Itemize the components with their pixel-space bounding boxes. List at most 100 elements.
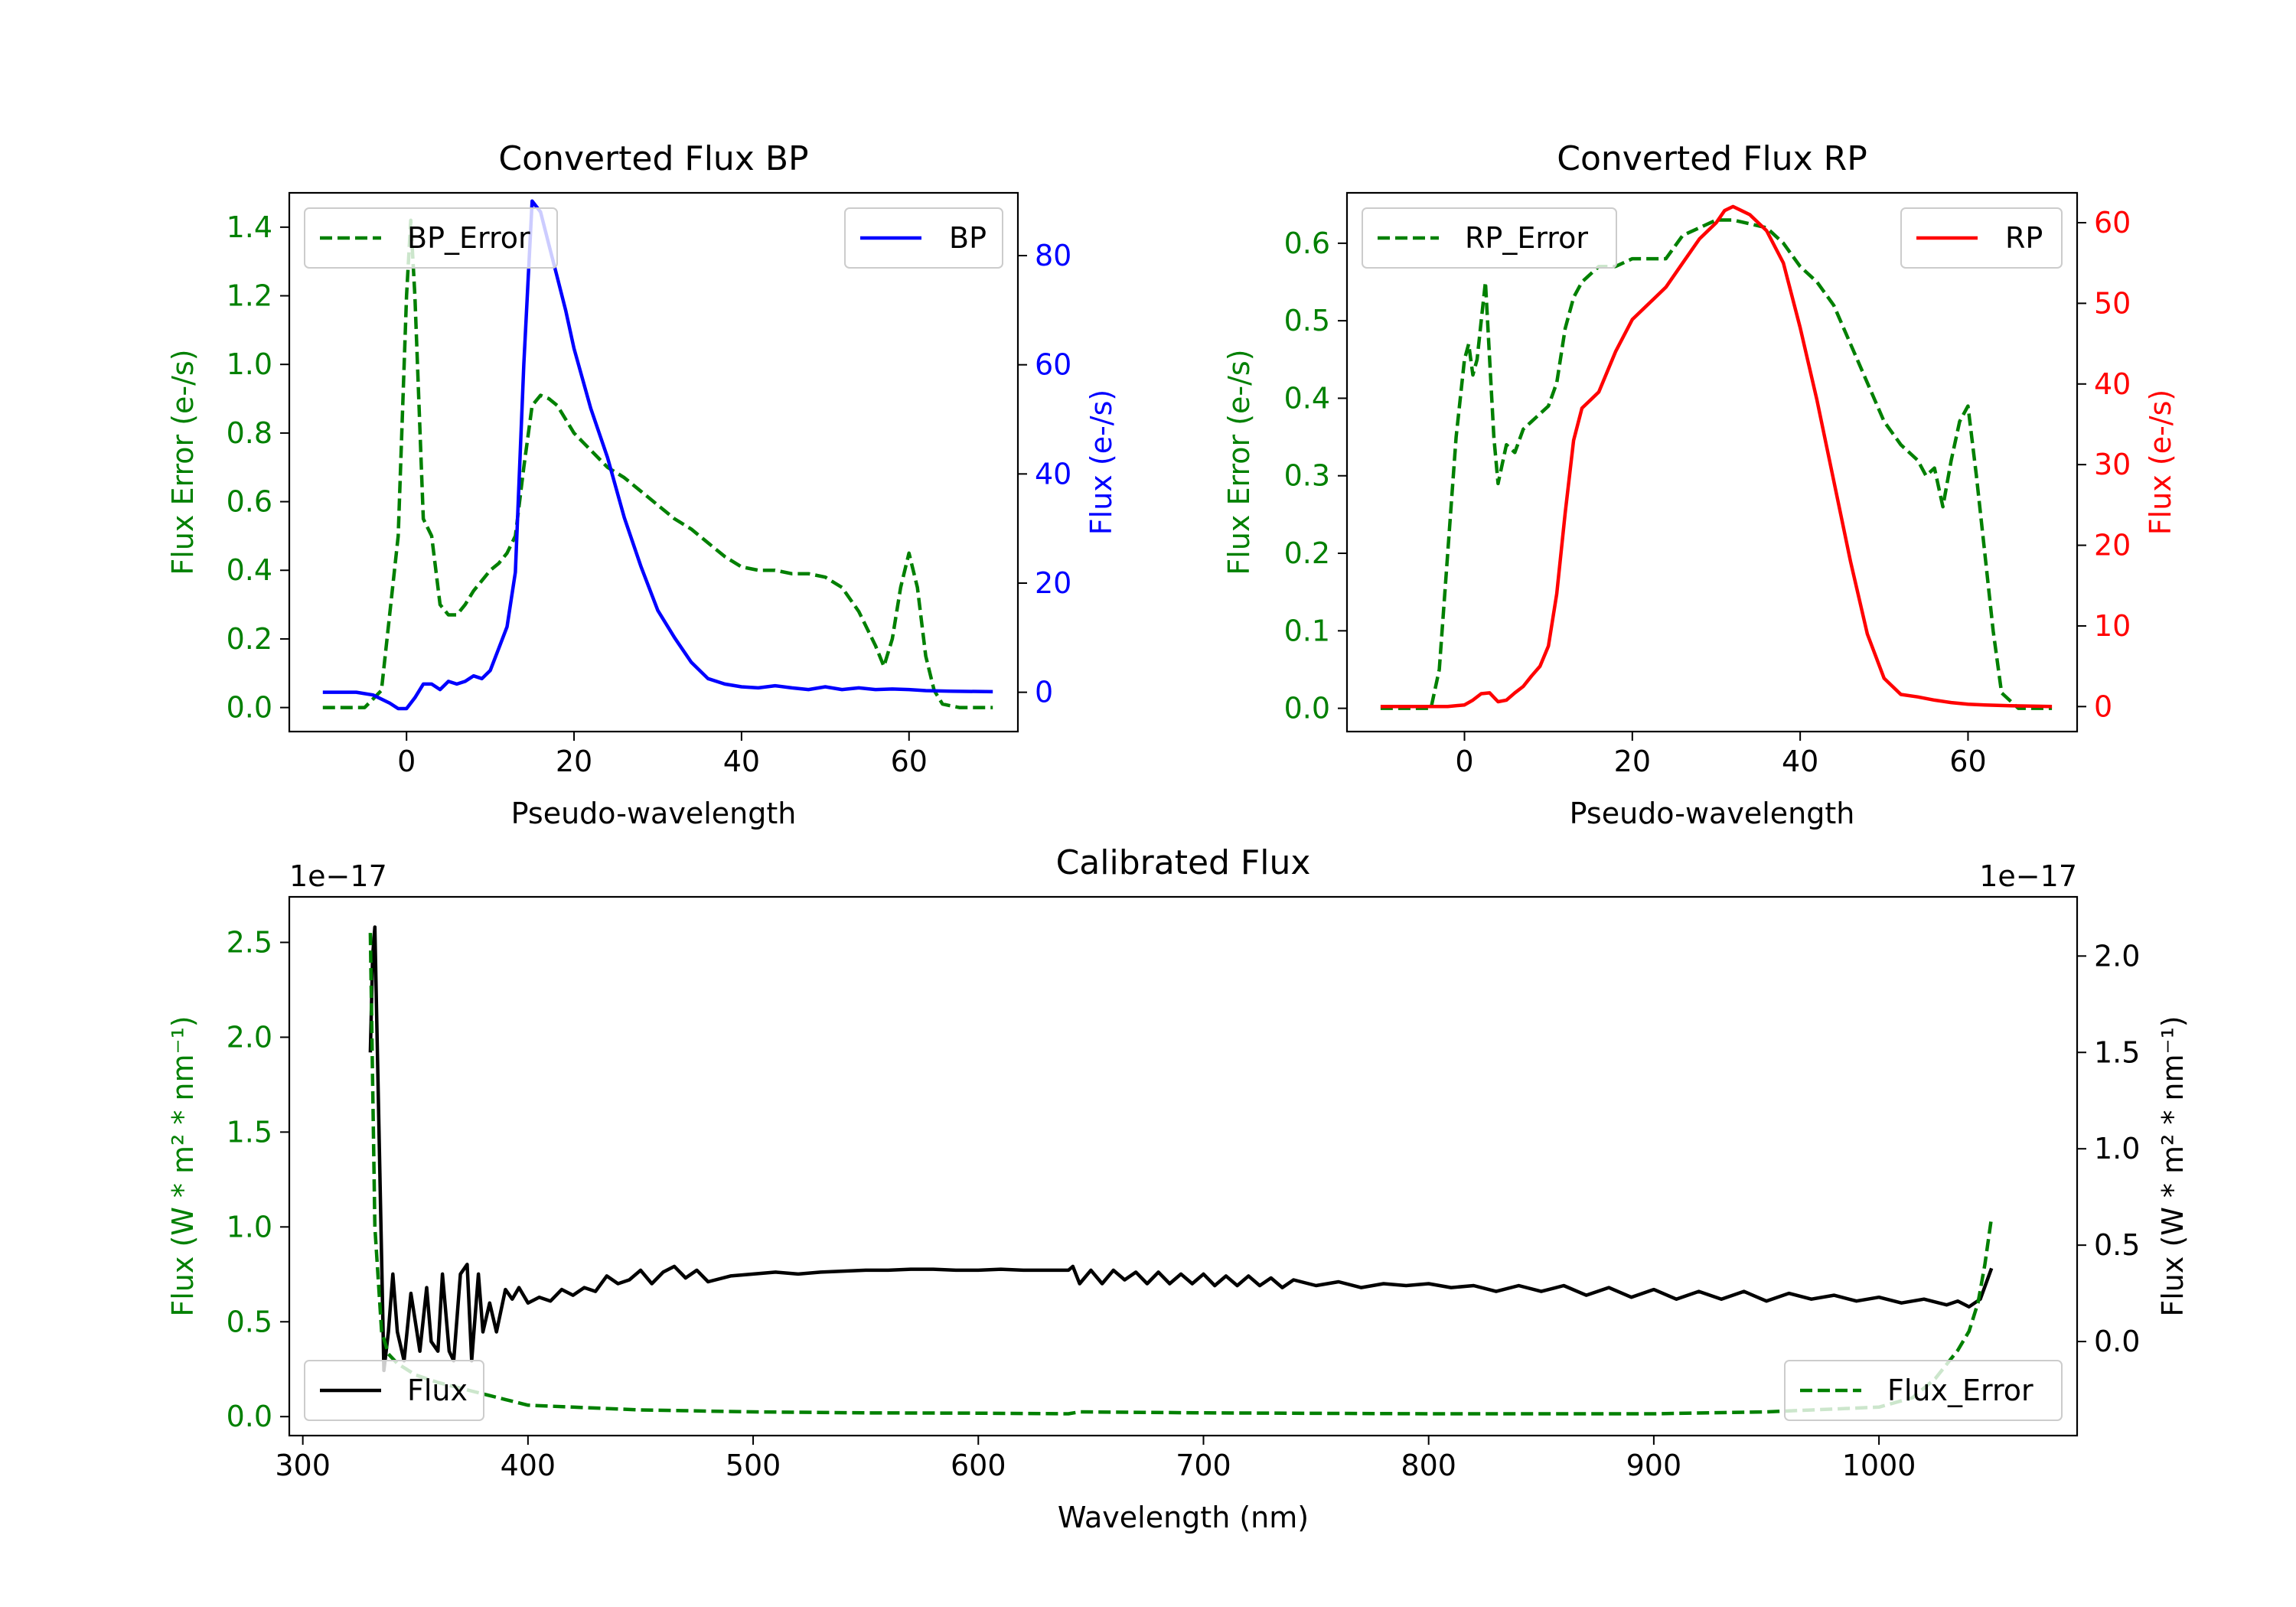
bp-legend-label: BP — [949, 221, 987, 255]
calibrated-left-y-tick-label: 2.5 — [227, 925, 272, 959]
calibrated-left-y-label: Flux (W * m² * nm⁻¹) — [166, 1015, 200, 1316]
rp-error-legend-label: RP_Error — [1465, 221, 1588, 255]
bp-left-y-tick-label: 0.2 — [227, 622, 272, 656]
bp-x-tick-label: 20 — [556, 745, 592, 778]
rp-x-tick-label: 60 — [1949, 745, 1986, 778]
calibrated-x-tick-label: 700 — [1176, 1449, 1231, 1482]
flux-legend[interactable]: Flux — [304, 1360, 484, 1421]
calibrated-x-tick-label: 1000 — [1842, 1449, 1916, 1482]
rp-legend[interactable]: RP — [1900, 207, 2063, 269]
bp-x-label: Pseudo-wavelength — [511, 797, 797, 830]
rp-left-y-tick-label: 0.0 — [1284, 692, 1330, 725]
rp-x-ticks: 0 20 40 60 — [1455, 732, 1987, 778]
bp-left-y-tick-label: 1.4 — [227, 210, 272, 244]
rp-series-rp-error — [1380, 218, 2053, 710]
bp-left-y-tick-label: 0.6 — [227, 485, 272, 519]
rp-error-legend[interactable]: RP_Error — [1362, 207, 1617, 269]
bp-series-bp-error — [322, 218, 993, 709]
rp-right-y-tick-label: 60 — [2094, 206, 2131, 240]
rp-x-tick-label: 0 — [1455, 745, 1473, 778]
bp-series-bp — [322, 199, 993, 711]
calibrated-x-tick-label: 400 — [501, 1449, 556, 1482]
rp-right-y-tick-label: 40 — [2094, 367, 2131, 401]
bp-right-y-ticks: 0 20 40 60 80 — [1018, 239, 1071, 709]
bp-plot-lines — [322, 199, 993, 711]
calibrated-x-tick-label: 800 — [1401, 1449, 1456, 1482]
rp-title: Converted Flux RP — [1557, 139, 1867, 178]
bp-left-y-tick-label: 1.0 — [227, 347, 272, 381]
bp-right-y-tick-label: 0 — [1035, 676, 1053, 709]
bp-left-y-tick-label: 0.8 — [227, 416, 272, 450]
calibrated-panel: Calibrated Flux Wavelength (nm) Flux (W … — [166, 843, 2190, 1534]
bp-left-y-tick-label: 0.4 — [227, 553, 272, 587]
rp-plot-frame — [1345, 191, 2079, 733]
rp-right-y-tick-label: 0 — [2094, 689, 2112, 723]
calibrated-right-y-tick-label: 1.5 — [2094, 1035, 2140, 1069]
rp-right-y-ticks: 0 10 20 30 40 50 60 — [2077, 206, 2131, 723]
rp-plot-lines — [1380, 204, 2053, 710]
calibrated-x-label: Wavelength (nm) — [1058, 1501, 1309, 1534]
bp-panel: Converted Flux BP Pseudo-wavelength Flux… — [166, 139, 1118, 830]
rp-x-tick-label: 40 — [1782, 745, 1818, 778]
calibrated-right-y-tick-label: 1.0 — [2094, 1132, 2140, 1165]
rp-x-label: Pseudo-wavelength — [1570, 797, 1855, 830]
rp-right-y-label: Flux (e-/s) — [2144, 390, 2177, 535]
calibrated-left-y-tick-label: 0.5 — [227, 1305, 272, 1338]
bp-right-y-tick-label: 40 — [1035, 457, 1071, 491]
rp-left-y-tick-label: 0.6 — [1284, 227, 1330, 260]
calibrated-left-y-tick-label: 0.0 — [227, 1400, 272, 1433]
bp-x-tick-label: 40 — [723, 745, 760, 778]
rp-right-y-tick-label: 10 — [2094, 609, 2131, 643]
calibrated-right-offset-label: 1e−17 — [1979, 859, 2077, 893]
bp-left-y-tick-label: 0.0 — [227, 691, 272, 725]
rp-left-y-ticks: 0.0 0.1 0.2 0.3 0.4 0.5 0.6 — [1284, 227, 1347, 725]
bp-title: Converted Flux BP — [498, 139, 808, 178]
bp-plot-frame — [288, 191, 1019, 733]
rp-left-y-tick-label: 0.5 — [1284, 304, 1330, 337]
calibrated-right-y-tick-label: 0.0 — [2094, 1325, 2140, 1358]
bp-error-legend-label: BP_Error — [407, 221, 530, 255]
rp-left-y-tick-label: 0.2 — [1284, 536, 1330, 570]
calibrated-x-tick-label: 500 — [726, 1449, 781, 1482]
calibrated-left-y-tick-label: 1.0 — [227, 1210, 272, 1244]
calibrated-plot-frame — [288, 895, 2079, 1437]
bp-right-y-tick-label: 60 — [1035, 348, 1071, 382]
rp-panel: Converted Flux RP Pseudo-wavelength Flux… — [1222, 139, 2177, 830]
calibrated-x-tick-label: 600 — [951, 1449, 1006, 1482]
rp-x-tick-label: 20 — [1614, 745, 1651, 778]
calibrated-left-y-tick-label: 1.5 — [227, 1115, 272, 1149]
bp-error-legend[interactable]: BP_Error — [304, 207, 558, 269]
rp-left-y-tick-label: 0.1 — [1284, 614, 1330, 647]
calibrated-series-flux — [368, 925, 1994, 1373]
rp-left-y-tick-label: 0.4 — [1284, 381, 1330, 415]
rp-series-rp — [1380, 204, 2053, 709]
calibrated-x-tick-label: 300 — [275, 1449, 331, 1482]
calibrated-x-ticks: 300 400 500 600 700 800 900 1000 — [275, 1436, 1916, 1482]
bp-right-y-tick-label: 80 — [1035, 239, 1071, 272]
bp-left-y-label: Flux Error (e-/s) — [166, 349, 200, 575]
calibrated-right-y-tick-label: 0.5 — [2094, 1228, 2140, 1262]
bp-x-tick-label: 60 — [891, 745, 928, 778]
bp-x-tick-label: 0 — [397, 745, 416, 778]
flux-error-legend[interactable]: Flux_Error — [1784, 1360, 2063, 1421]
rp-right-y-tick-label: 30 — [2094, 448, 2131, 481]
rp-left-y-tick-label: 0.3 — [1284, 459, 1330, 493]
rp-right-y-tick-label: 20 — [2094, 529, 2131, 562]
calibrated-right-y-tick-label: 2.0 — [2094, 939, 2140, 973]
calibrated-right-y-ticks: 0.0 0.5 1.0 1.5 2.0 — [2077, 939, 2140, 1358]
rp-left-y-label: Flux Error (e-/s) — [1222, 349, 1256, 575]
bp-right-y-label: Flux (e-/s) — [1084, 390, 1118, 535]
calibrated-left-y-tick-label: 2.0 — [227, 1020, 272, 1054]
bp-x-ticks: 0 20 40 60 — [397, 732, 928, 778]
calibrated-right-y-label: Flux (W * m² * nm⁻¹) — [2156, 1015, 2190, 1316]
rp-legend-label: RP — [2005, 221, 2043, 255]
bp-right-y-tick-label: 20 — [1035, 566, 1071, 600]
bp-legend[interactable]: BP — [844, 207, 1003, 269]
calibrated-left-offset-label: 1e−17 — [289, 859, 387, 893]
bp-left-y-tick-label: 1.2 — [227, 279, 272, 313]
bp-left-y-ticks: 0.0 0.2 0.4 0.6 0.8 1.0 1.2 1.4 — [227, 210, 289, 725]
rp-right-y-tick-label: 50 — [2094, 286, 2131, 320]
calibrated-left-y-ticks: 0.0 0.5 1.0 1.5 2.0 2.5 — [227, 925, 289, 1433]
flux-error-legend-label: Flux_Error — [1887, 1374, 2033, 1407]
